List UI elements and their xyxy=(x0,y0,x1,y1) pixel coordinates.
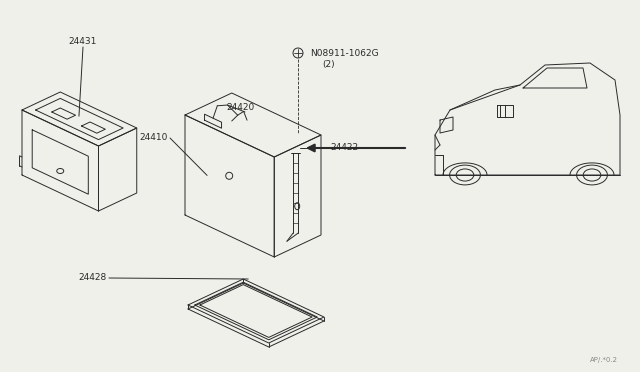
Ellipse shape xyxy=(583,169,601,181)
Text: 24422: 24422 xyxy=(330,144,358,153)
Text: 24428: 24428 xyxy=(79,273,107,282)
Text: (2): (2) xyxy=(322,61,335,70)
Ellipse shape xyxy=(577,165,607,185)
Text: 24431: 24431 xyxy=(69,38,97,46)
Ellipse shape xyxy=(294,203,300,210)
Ellipse shape xyxy=(293,48,303,58)
Ellipse shape xyxy=(456,169,474,181)
Ellipse shape xyxy=(450,165,481,185)
Ellipse shape xyxy=(57,169,64,173)
Text: AP/.*0.2: AP/.*0.2 xyxy=(590,357,618,363)
Ellipse shape xyxy=(226,172,233,179)
Text: 24420: 24420 xyxy=(226,103,254,112)
Text: N08911-1062G: N08911-1062G xyxy=(310,48,379,58)
Text: 24410: 24410 xyxy=(140,134,168,142)
